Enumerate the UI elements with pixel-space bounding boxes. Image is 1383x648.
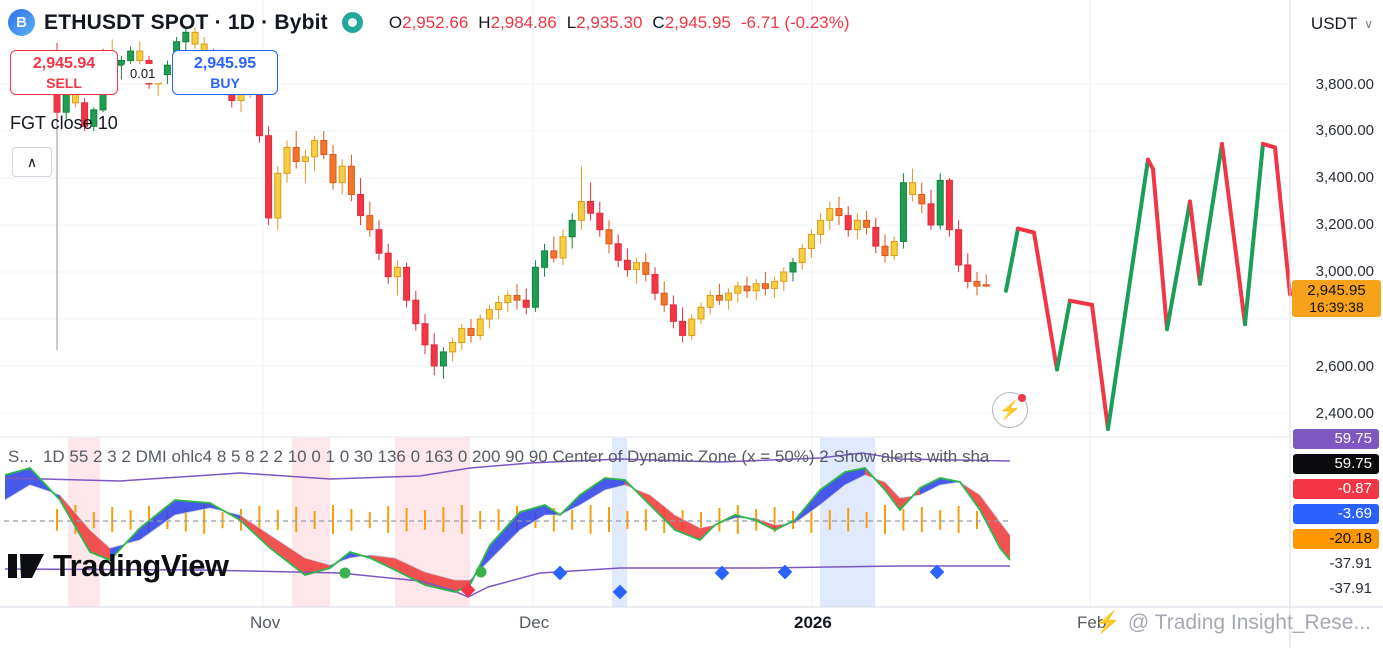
close-label: C: [652, 12, 665, 32]
price-tick: 2,400.00: [1315, 405, 1374, 422]
close-value: 2,945.95: [664, 12, 731, 32]
low-label: L: [566, 12, 577, 32]
flash-alert-button[interactable]: ⚡: [992, 392, 1028, 428]
collapse-button[interactable]: ∧: [12, 147, 52, 177]
price-tick: 3,200.00: [1315, 216, 1374, 233]
indicator-value-badge: -20.18: [1293, 529, 1379, 549]
sell-price: 2,945.94: [32, 54, 96, 72]
price-tick: 3,400.00: [1315, 169, 1374, 186]
buy-label: BUY: [210, 74, 240, 91]
watermark-text: @ Trading Insight_Rese...: [1127, 611, 1371, 634]
currency-selector[interactable]: USDT ∨: [1311, 14, 1373, 34]
price-tick: 3,600.00: [1315, 122, 1374, 139]
sell-label: SELL: [46, 74, 82, 91]
indicator-value: -37.91: [1329, 580, 1372, 597]
ohlc-readout: O 2,952.66 H 2,984.86 L 2,935.30 C 2,945.95 …: [379, 13, 850, 33]
indicator-value-badge: 59.75: [1293, 429, 1379, 449]
broker-logo-icon[interactable]: B: [8, 9, 35, 36]
open-value: 2,952.66: [402, 12, 469, 32]
price-tick: 3,000.00: [1315, 263, 1374, 280]
change-value: -6.71 (-0.23%): [740, 12, 850, 32]
currency-label: USDT: [1310, 14, 1358, 33]
indicator-title[interactable]: S... 1D 55 2 3 2 DMI ohlc4 8 5 8 2 2 10 …: [8, 447, 990, 466]
symbol-source-icon[interactable]: [341, 12, 363, 33]
time-tick: 2026: [794, 613, 832, 632]
sell-button[interactable]: 2,945.94 SELL: [10, 50, 118, 95]
time-tick: Feb: [1077, 613, 1107, 632]
last-price-badge: 2,945.95 16:39:38: [1292, 280, 1381, 317]
high-value: 2,984.86: [490, 12, 557, 32]
chevron-up-icon: ∧: [26, 153, 38, 170]
high-label: H: [478, 12, 491, 32]
chevron-down-icon: ∨: [1364, 17, 1373, 31]
fgt-indicator-label[interactable]: FGT close 10: [10, 113, 118, 133]
buy-price: 2,945.95: [193, 54, 257, 72]
watermark: ⚡ @ Trading Insight_Rese...: [1095, 611, 1371, 635]
last-price: 2,945.95: [1307, 282, 1366, 299]
indicator-value-badge: -0.87: [1293, 479, 1379, 499]
bar-countdown: 16:39:38: [1309, 299, 1364, 315]
tradingview-logo-text: TradingView: [53, 548, 229, 583]
indicator-value-badge: 59.75: [1293, 454, 1379, 474]
buy-button[interactable]: 2,945.95 BUY: [172, 50, 278, 95]
tradingview-glyph-icon: [8, 554, 44, 578]
low-value: 2,935.30: [576, 12, 643, 32]
lightning-icon: ⚡: [998, 399, 1022, 420]
time-tick: Nov: [250, 613, 281, 632]
indicator-value-badge: -3.69: [1293, 504, 1379, 524]
time-tick: Dec: [519, 613, 550, 632]
tradingview-logo[interactable]: TradingView: [8, 548, 229, 584]
symbol-title[interactable]: ETHUSDT SPOT · 1D · Bybit: [44, 10, 328, 34]
spread-value: 0.01: [123, 64, 163, 83]
indicator-value: -37.91: [1329, 555, 1372, 572]
open-label: O: [388, 12, 403, 32]
lightning-circle-icon: ⚡: [1094, 611, 1121, 634]
price-tick: 3,800.00: [1315, 76, 1374, 93]
price-tick: 2,600.00: [1315, 358, 1374, 375]
notification-dot: [1018, 394, 1026, 402]
